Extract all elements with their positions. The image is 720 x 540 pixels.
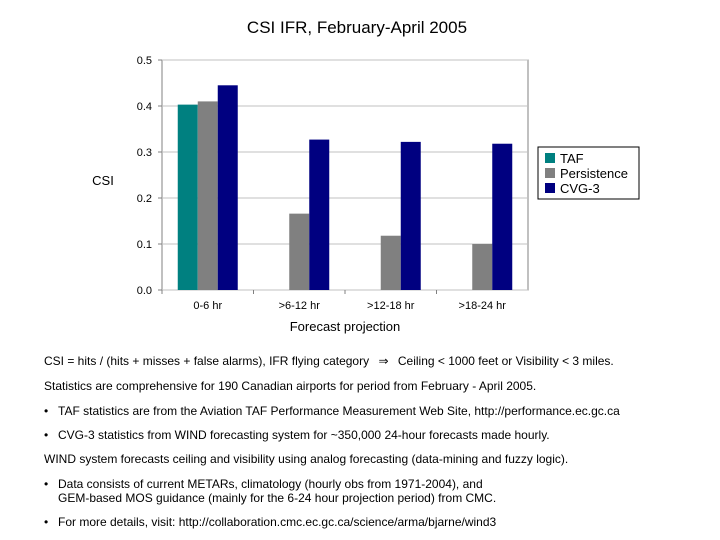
legend-swatch (545, 153, 555, 163)
bullet-more-details: • For more details, visit: http://collab… (44, 515, 710, 529)
bars (177, 85, 513, 291)
bullet-icon: • (44, 404, 49, 418)
bullet-icon: • (44, 428, 49, 442)
y-tick-label: 0.1 (137, 239, 152, 251)
cvg-source-text: CVG-3 statistics from WIND forecasting s… (58, 428, 550, 442)
bar-cvg-3 (217, 85, 238, 290)
bar-taf (177, 104, 198, 291)
chart-title: CSI IFR, February-April 2005 (247, 18, 467, 37)
ifr-criteria-text: Ceiling < 1000 feet or Visibility < 3 mi… (397, 354, 614, 368)
bullet-taf-source: • TAF statistics are from the Aviation T… (44, 404, 710, 418)
y-axis-ticks: 0.0 0.1 0.2 0.3 0.4 0.5 (137, 55, 162, 297)
bar-persistence (289, 213, 310, 290)
x-tick-label: >12-18 hr (367, 300, 415, 312)
bullet-cvg-source: • CVG-3 statistics from WIND forecasting… (44, 428, 710, 442)
x-axis-ticks: 0-6 hr >6-12 hr >12-18 hr >18-24 hr (161, 290, 507, 312)
bar-persistence (380, 235, 401, 290)
csi-definition: CSI = hits / (hits + misses + false alar… (44, 354, 710, 368)
y-axis-label: CSI (92, 173, 114, 188)
notes-section: CSI = hits / (hits + misses + false alar… (40, 354, 710, 539)
legend-swatch (545, 183, 555, 193)
statistics-note: Statistics are comprehensive for 190 Can… (44, 379, 537, 393)
x-tick-label: 0-6 hr (193, 300, 222, 312)
bullet-icon: • (44, 477, 49, 491)
x-tick-label: >6-12 hr (279, 300, 321, 312)
bar-cvg-3 (492, 143, 513, 290)
bar-cvg-3 (309, 139, 330, 290)
y-tick-label: 0.0 (137, 285, 152, 297)
legend-label: CVG-3 (560, 181, 600, 196)
csi-definition-text: CSI = hits / (hits + misses + false alar… (44, 354, 370, 368)
x-axis-label: Forecast projection (290, 319, 401, 334)
wind-system-note: WIND system forecasts ceiling and visibi… (44, 452, 569, 466)
taf-source-text: TAF statistics are from the Aviation TAF… (58, 404, 620, 418)
legend-swatch (545, 168, 555, 178)
bullet-icon: • (44, 515, 49, 529)
implies-arrow-icon: ⇒ (378, 354, 389, 368)
bullet-data-consists: • Data consists of current METARs, clima… (44, 477, 710, 505)
legend-label: TAF (560, 151, 584, 166)
y-tick-label: 0.4 (137, 101, 152, 113)
data-consists-text: Data consists of current METARs, climato… (58, 477, 497, 505)
more-details-text: For more details, visit: http://collabor… (58, 515, 497, 529)
csi-bar-chart: CSI IFR, February-April 2005 0.00.10.20.… (92, 18, 640, 334)
bar-persistence (197, 101, 218, 291)
bar-persistence (472, 244, 493, 290)
y-tick-label: 0.3 (137, 147, 152, 159)
x-tick-label: >18-24 hr (459, 300, 507, 312)
y-tick-label: 0.2 (137, 193, 152, 205)
y-tick-label: 0.5 (137, 55, 152, 67)
legend-label: Persistence (560, 166, 628, 181)
bar-cvg-3 (400, 141, 421, 290)
